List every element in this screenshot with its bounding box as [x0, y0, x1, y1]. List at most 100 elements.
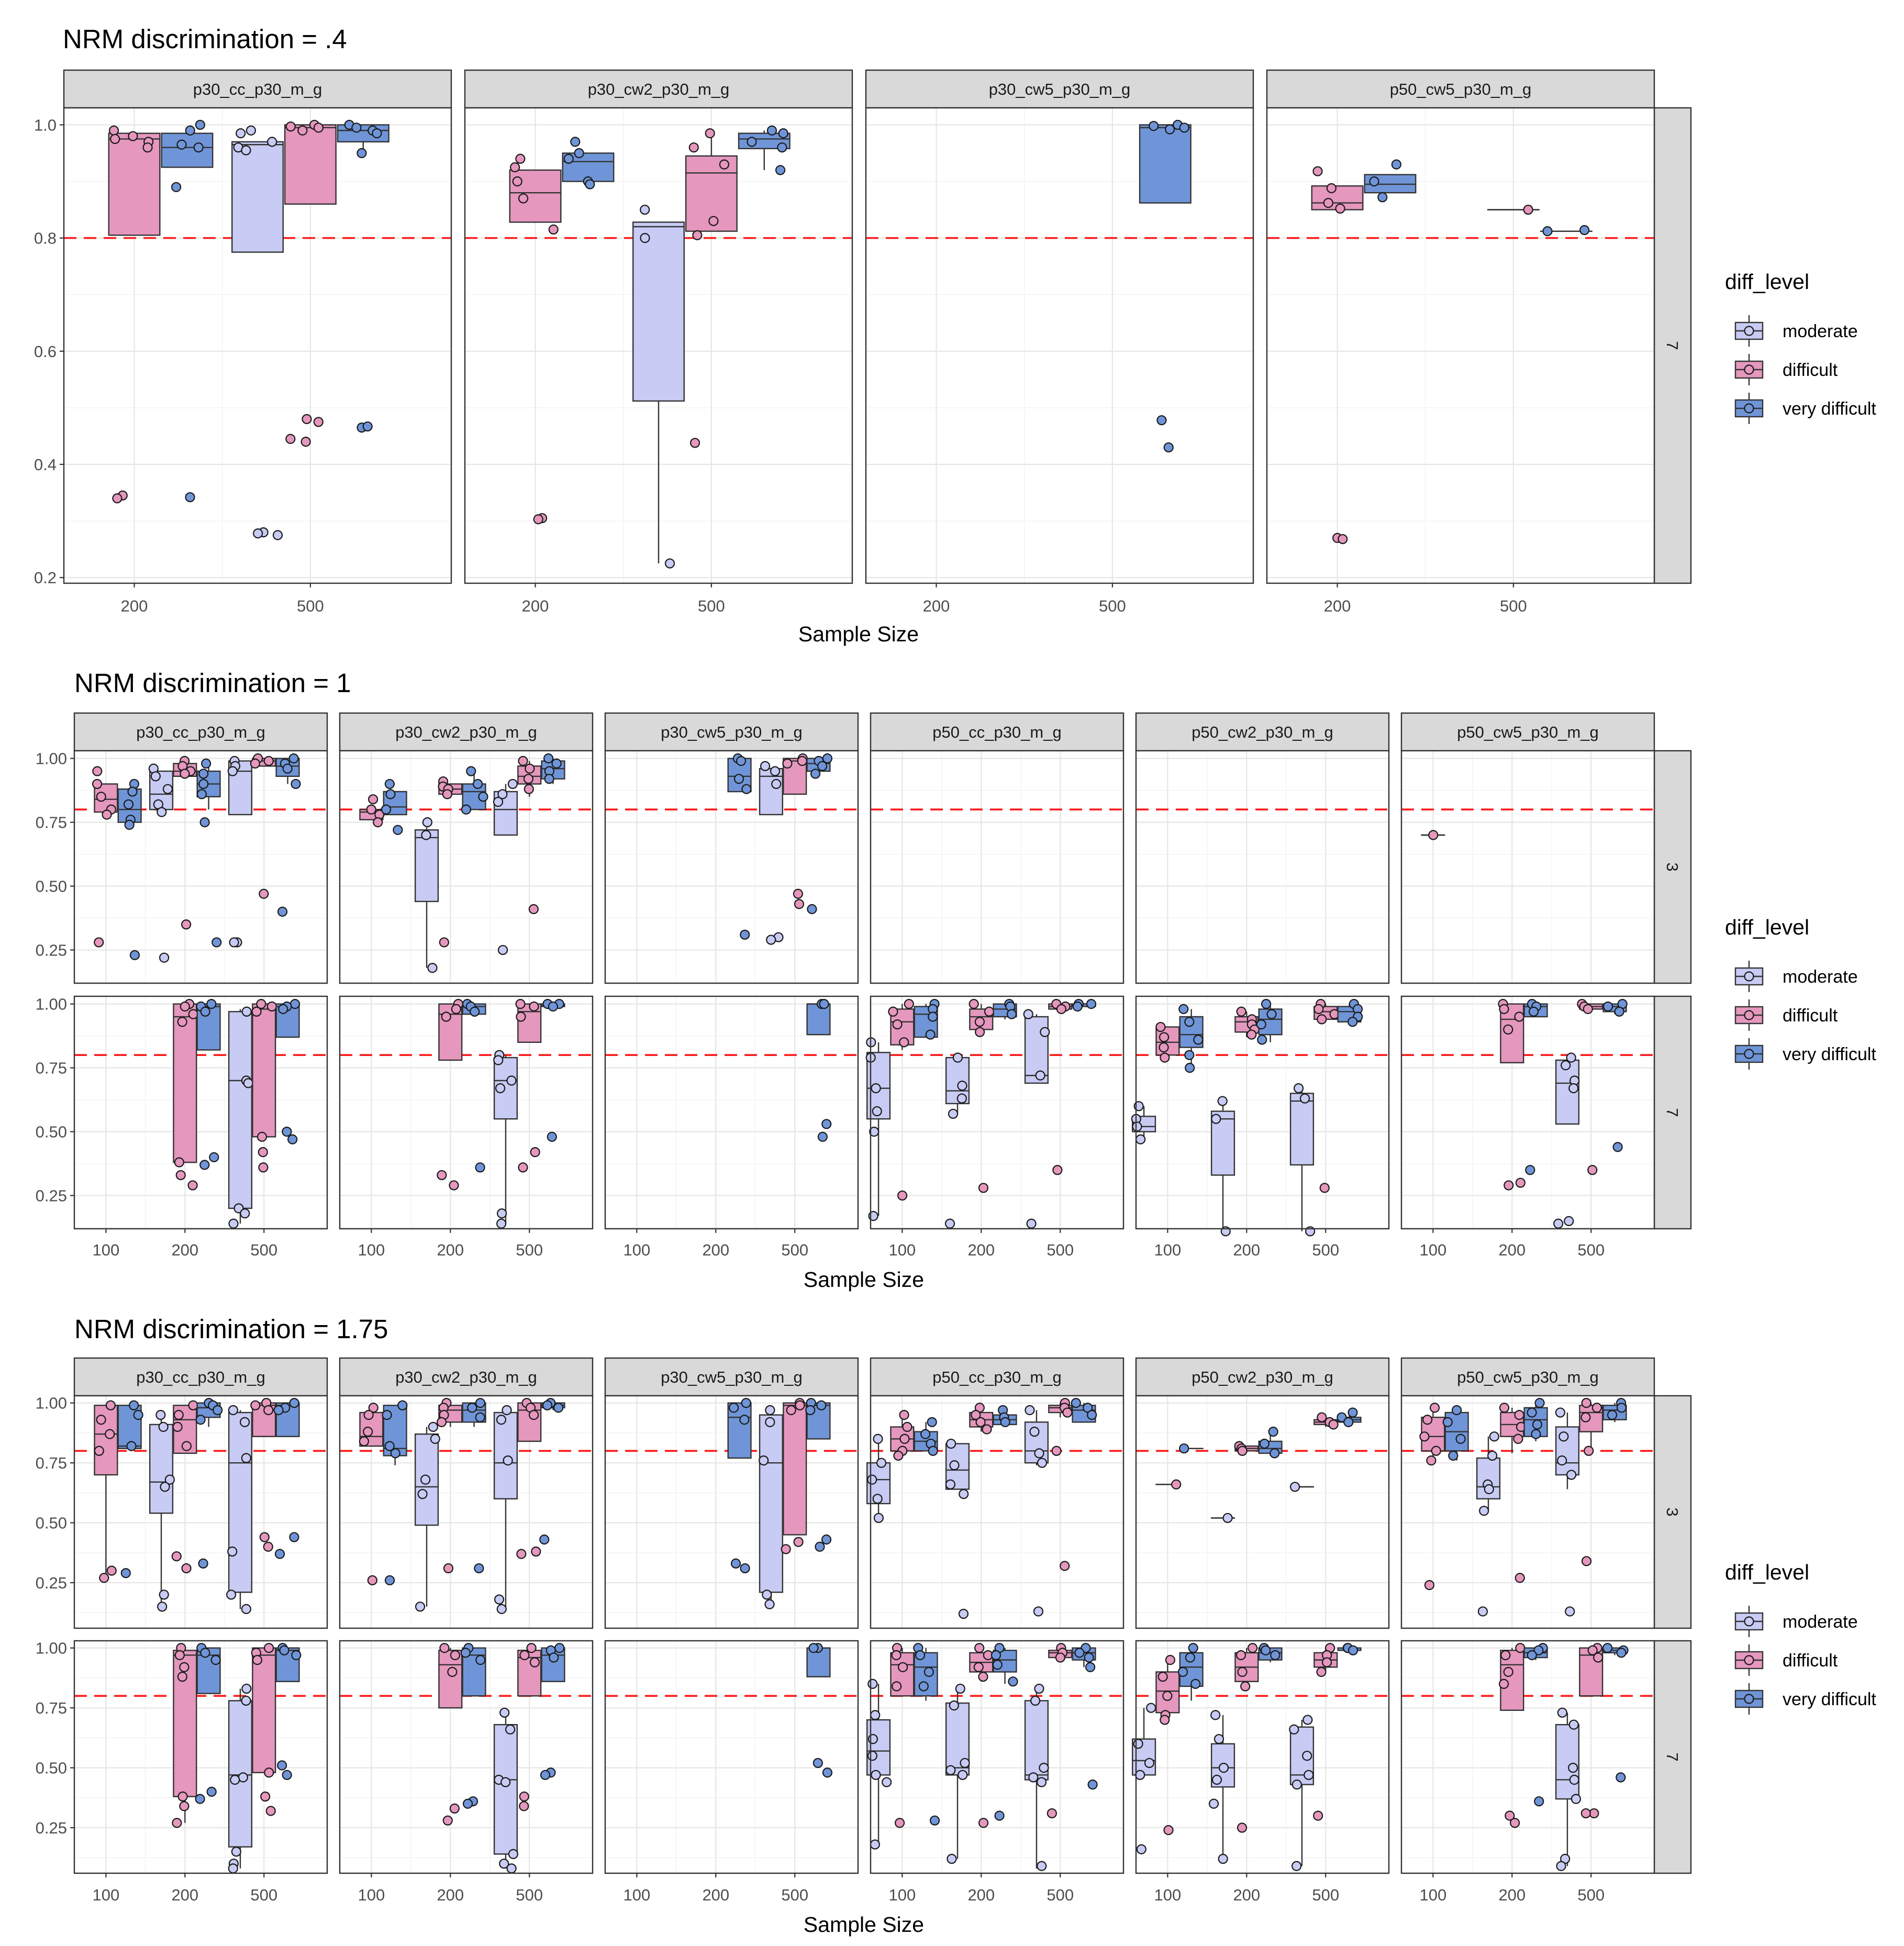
data-point	[258, 1162, 269, 1173]
data-point	[288, 753, 299, 764]
data-point	[892, 1681, 902, 1692]
facet-row-label: 3	[1663, 1507, 1682, 1516]
data-point	[493, 796, 504, 807]
data-point	[1348, 1645, 1359, 1655]
data-point	[1184, 1050, 1195, 1060]
data-point	[241, 1695, 251, 1706]
facet-strip-label: p30_cw2_p30_m_g	[395, 1368, 537, 1386]
data-point	[162, 784, 173, 794]
facet-strip	[464, 69, 853, 109]
facet-strip-label: p30_cc_p30_m_g	[136, 723, 265, 741]
data-point	[688, 142, 699, 153]
data-point	[807, 904, 817, 915]
data-point	[1028, 1772, 1039, 1783]
legend-item: difficult	[1734, 1644, 1838, 1676]
data-point	[781, 1544, 791, 1554]
data-point	[529, 1657, 540, 1667]
data-point	[1451, 1405, 1462, 1416]
y-tick-label: 0.75	[36, 814, 67, 832]
facet-strip-label: p50_cw2_p30_m_g	[1192, 1368, 1333, 1386]
data-point	[230, 1774, 240, 1785]
data-point	[210, 1655, 221, 1665]
data-point	[291, 1650, 302, 1661]
data-point	[959, 1489, 969, 1499]
data-point	[1157, 1672, 1168, 1682]
data-point	[421, 830, 431, 840]
data-point	[888, 1006, 898, 1017]
data-point	[1564, 1216, 1574, 1226]
data-point	[733, 774, 744, 784]
facet-strip-label: p50_cw5_p30_m_g	[1390, 80, 1532, 98]
data-point	[740, 1563, 750, 1574]
y-tick-label: 0.8	[34, 229, 57, 248]
data-point	[817, 761, 828, 771]
data-point	[1391, 159, 1401, 170]
data-point	[992, 1660, 1003, 1670]
data-point	[174, 1650, 185, 1661]
data-point	[944, 1218, 955, 1229]
legend-label: moderate	[1783, 321, 1858, 341]
data-point	[957, 1081, 967, 1091]
x-tick-label: 500	[1312, 1241, 1339, 1259]
data-point	[728, 1403, 739, 1413]
data-point	[529, 1001, 539, 1012]
data-point	[1179, 1443, 1189, 1454]
data-point	[871, 1083, 881, 1094]
data-point	[272, 530, 283, 540]
data-point	[1499, 1004, 1509, 1014]
data-point	[447, 1666, 458, 1677]
data-point	[1008, 1676, 1018, 1687]
panel-border	[63, 107, 452, 584]
data-point	[1040, 1027, 1050, 1037]
data-point	[1160, 1715, 1170, 1725]
data-point	[227, 766, 238, 776]
data-point	[1046, 1808, 1057, 1819]
x-tick-label: 500	[1046, 1241, 1074, 1259]
data-point	[1165, 124, 1175, 135]
data-point	[1515, 1573, 1525, 1583]
legend-label: difficult	[1783, 1006, 1838, 1026]
x-tick-label: 500	[1312, 1886, 1339, 1904]
data-point	[278, 1004, 288, 1014]
data-point	[1584, 1445, 1594, 1456]
data-point	[133, 1410, 143, 1420]
data-point	[1533, 1645, 1544, 1655]
data-point	[786, 1405, 796, 1416]
data-point	[958, 1608, 969, 1619]
facet-row-strip	[1653, 1395, 1692, 1629]
y-tick-label: 0.75	[36, 1699, 67, 1717]
legend-key-point	[1744, 403, 1754, 414]
data-point	[1188, 1643, 1198, 1653]
data-point	[1531, 1429, 1541, 1439]
panel-border	[339, 1395, 594, 1629]
y-tick-label: 1.00	[36, 1394, 67, 1413]
legend-item: moderate	[1734, 961, 1858, 992]
panel: 200 500	[464, 107, 853, 615]
data-point	[821, 1119, 832, 1129]
facet-strip-label: p50_cc_p30_m_g	[932, 1368, 1061, 1386]
panel	[339, 750, 594, 984]
data-point	[195, 1794, 205, 1804]
data-point	[762, 1589, 772, 1600]
data-point	[200, 1006, 210, 1017]
panel	[1135, 1395, 1390, 1629]
data-point	[1558, 1431, 1569, 1442]
x-tick-label: 100	[358, 1886, 385, 1904]
data-point	[510, 162, 520, 173]
data-point	[229, 937, 239, 948]
data-point	[467, 1403, 477, 1413]
box-difficult	[94, 1405, 118, 1476]
panel-background	[1401, 751, 1654, 983]
data-point	[1039, 1762, 1049, 1773]
data-point	[384, 1441, 395, 1451]
data-point	[462, 1798, 473, 1809]
data-point	[257, 1131, 268, 1142]
data-point	[227, 1546, 238, 1557]
data-point	[1025, 1405, 1035, 1416]
data-point	[945, 1765, 956, 1775]
x-tick-label: 200	[1324, 597, 1351, 615]
panel-border	[1135, 1395, 1390, 1629]
x-tick-label: 500	[1099, 597, 1126, 615]
data-point	[1218, 1853, 1228, 1864]
data-point	[1602, 1001, 1613, 1012]
